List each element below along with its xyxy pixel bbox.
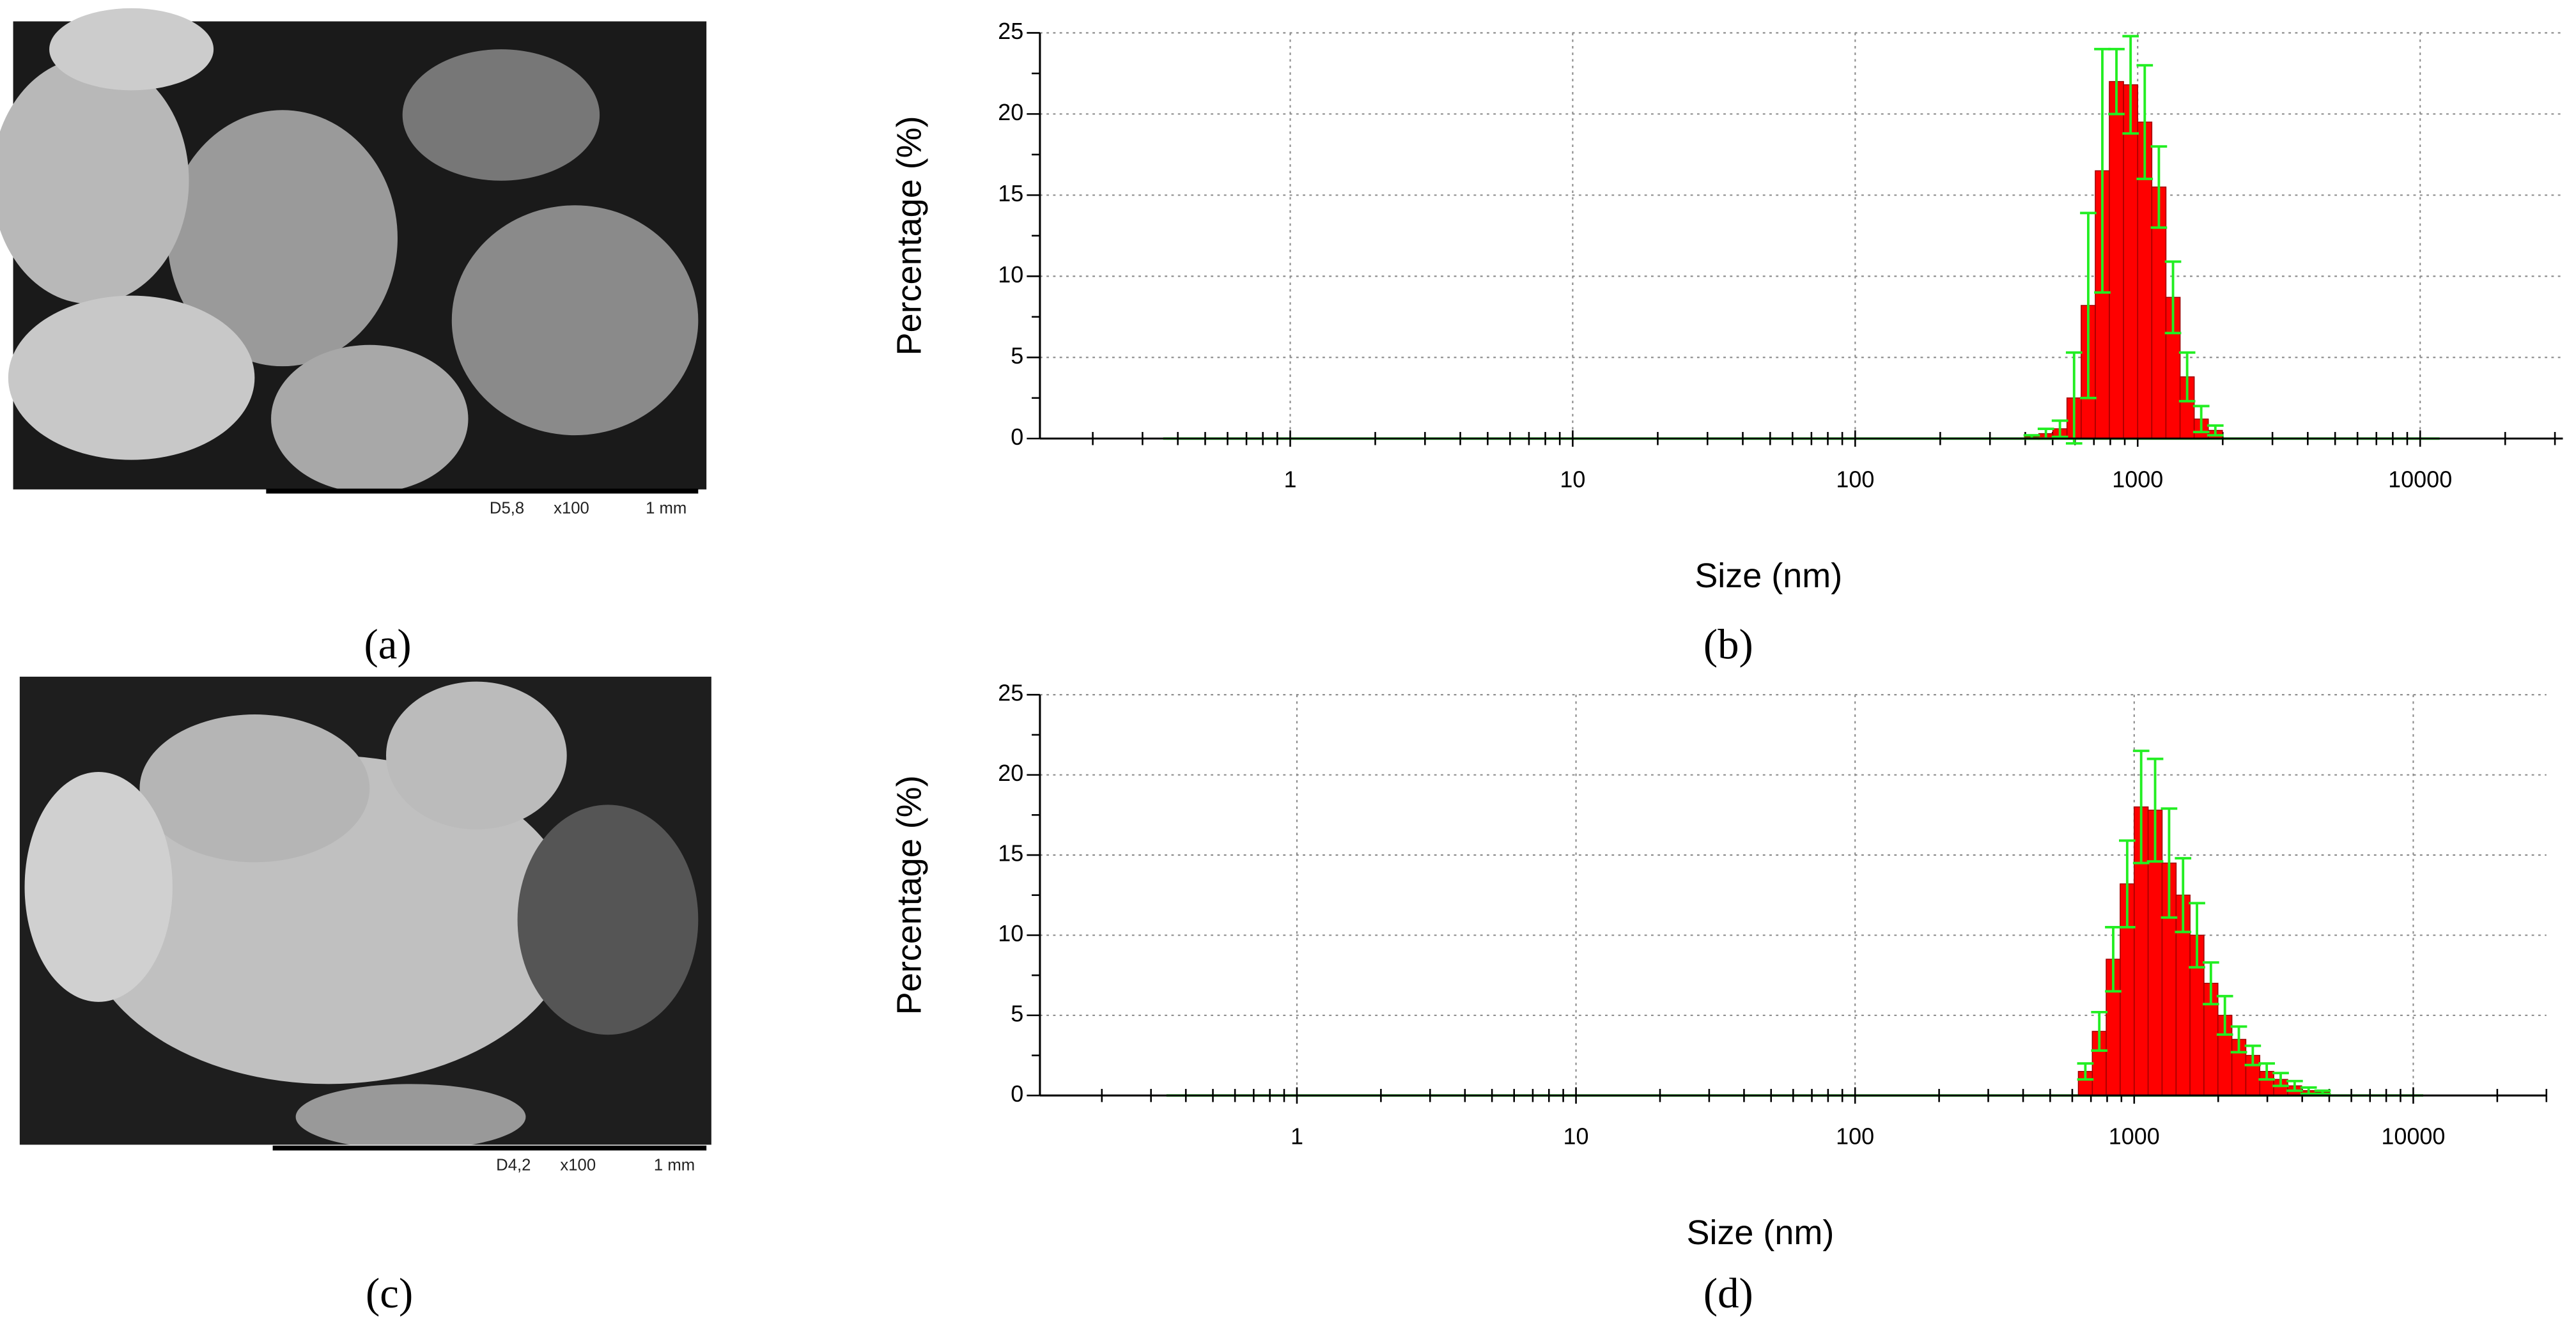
error-bar bbox=[2258, 1062, 2276, 1081]
error-bar bbox=[2189, 902, 2205, 969]
y-tick-label: 10 bbox=[998, 261, 1023, 288]
sem-image-c bbox=[19, 676, 711, 1175]
error-bar bbox=[2108, 47, 2125, 116]
error-bar bbox=[2192, 405, 2210, 434]
error-bar bbox=[2230, 1025, 2247, 1054]
error-bar bbox=[2105, 926, 2122, 993]
y-tick-label: 20 bbox=[998, 760, 1023, 786]
x-tick-label: 100 bbox=[1836, 466, 1874, 493]
y-tick-label: 0 bbox=[1011, 424, 1023, 450]
error-bar bbox=[2314, 1089, 2331, 1095]
caption: (c) bbox=[366, 1270, 413, 1317]
y-tick-label: 15 bbox=[998, 180, 1023, 206]
error-bar bbox=[2051, 419, 2068, 438]
y-tick-label: 5 bbox=[1011, 343, 1023, 369]
error-bar bbox=[2094, 47, 2111, 294]
error-bar bbox=[2300, 1086, 2317, 1095]
scale-text: D4,2 bbox=[496, 1157, 531, 1175]
error-bar bbox=[2207, 424, 2224, 437]
x-tick-label: 10 bbox=[1563, 1123, 1589, 1150]
x-axis-label: Size (nm) bbox=[1686, 1214, 1834, 1252]
error-bar bbox=[2164, 260, 2182, 335]
bar bbox=[2123, 84, 2139, 440]
x-tick-label: 10000 bbox=[2388, 466, 2452, 493]
error-bar bbox=[2216, 994, 2233, 1036]
x-tick-label: 1 bbox=[1284, 466, 1296, 493]
error-bar bbox=[2077, 1062, 2094, 1081]
error-bar bbox=[2080, 212, 2097, 399]
error-bar bbox=[2244, 1044, 2262, 1067]
y-axis-label: Percentage (%) bbox=[890, 116, 929, 355]
error-bar bbox=[2202, 961, 2219, 1006]
caption: (d) bbox=[1703, 1270, 1753, 1317]
x-tick-label: 1000 bbox=[2112, 466, 2163, 493]
y-tick-label: 10 bbox=[998, 920, 1023, 946]
y-tick-label: 25 bbox=[998, 680, 1023, 706]
y-tick-label: 5 bbox=[1011, 1000, 1023, 1026]
error-bar bbox=[2136, 64, 2153, 180]
scale-text: D5,8 bbox=[490, 500, 524, 518]
error-bar bbox=[2132, 750, 2150, 865]
error-bar bbox=[2065, 351, 2083, 445]
x-tick-label: 1 bbox=[1291, 1123, 1303, 1150]
error-bar bbox=[2146, 757, 2164, 863]
x-tick-label: 10 bbox=[1560, 466, 1585, 493]
caption: (b) bbox=[1703, 621, 1753, 668]
y-tick-label: 20 bbox=[998, 99, 1023, 125]
error-bar bbox=[2150, 145, 2168, 229]
error-bar bbox=[2178, 351, 2196, 403]
y-tick-label: 0 bbox=[1011, 1081, 1023, 1107]
error-bar bbox=[2161, 807, 2178, 919]
error-bar bbox=[2091, 1010, 2108, 1052]
scale-text: 1 mm bbox=[646, 500, 687, 518]
y-axis-label: Percentage (%) bbox=[890, 775, 929, 1015]
x-axis-label: Size (nm) bbox=[1695, 557, 1842, 595]
y-tick-label: 25 bbox=[998, 18, 1023, 44]
error-bar bbox=[2119, 839, 2136, 928]
x-tick-label: 100 bbox=[1836, 1123, 1874, 1150]
caption: (a) bbox=[364, 621, 411, 668]
error-bar bbox=[2286, 1079, 2303, 1092]
x-tick-label: 1000 bbox=[2109, 1123, 2160, 1150]
sem-image-a bbox=[0, 8, 707, 520]
error-bar bbox=[2175, 857, 2192, 934]
error-bar bbox=[2272, 1072, 2289, 1088]
error-bar bbox=[2122, 35, 2139, 135]
y-tick-label: 15 bbox=[998, 840, 1023, 867]
bar bbox=[2109, 81, 2124, 440]
x-tick-label: 10000 bbox=[2381, 1123, 2445, 1150]
scale-text: 1 mm bbox=[654, 1157, 695, 1175]
scale-text: x100 bbox=[554, 500, 589, 518]
scale-text: x100 bbox=[560, 1157, 596, 1175]
